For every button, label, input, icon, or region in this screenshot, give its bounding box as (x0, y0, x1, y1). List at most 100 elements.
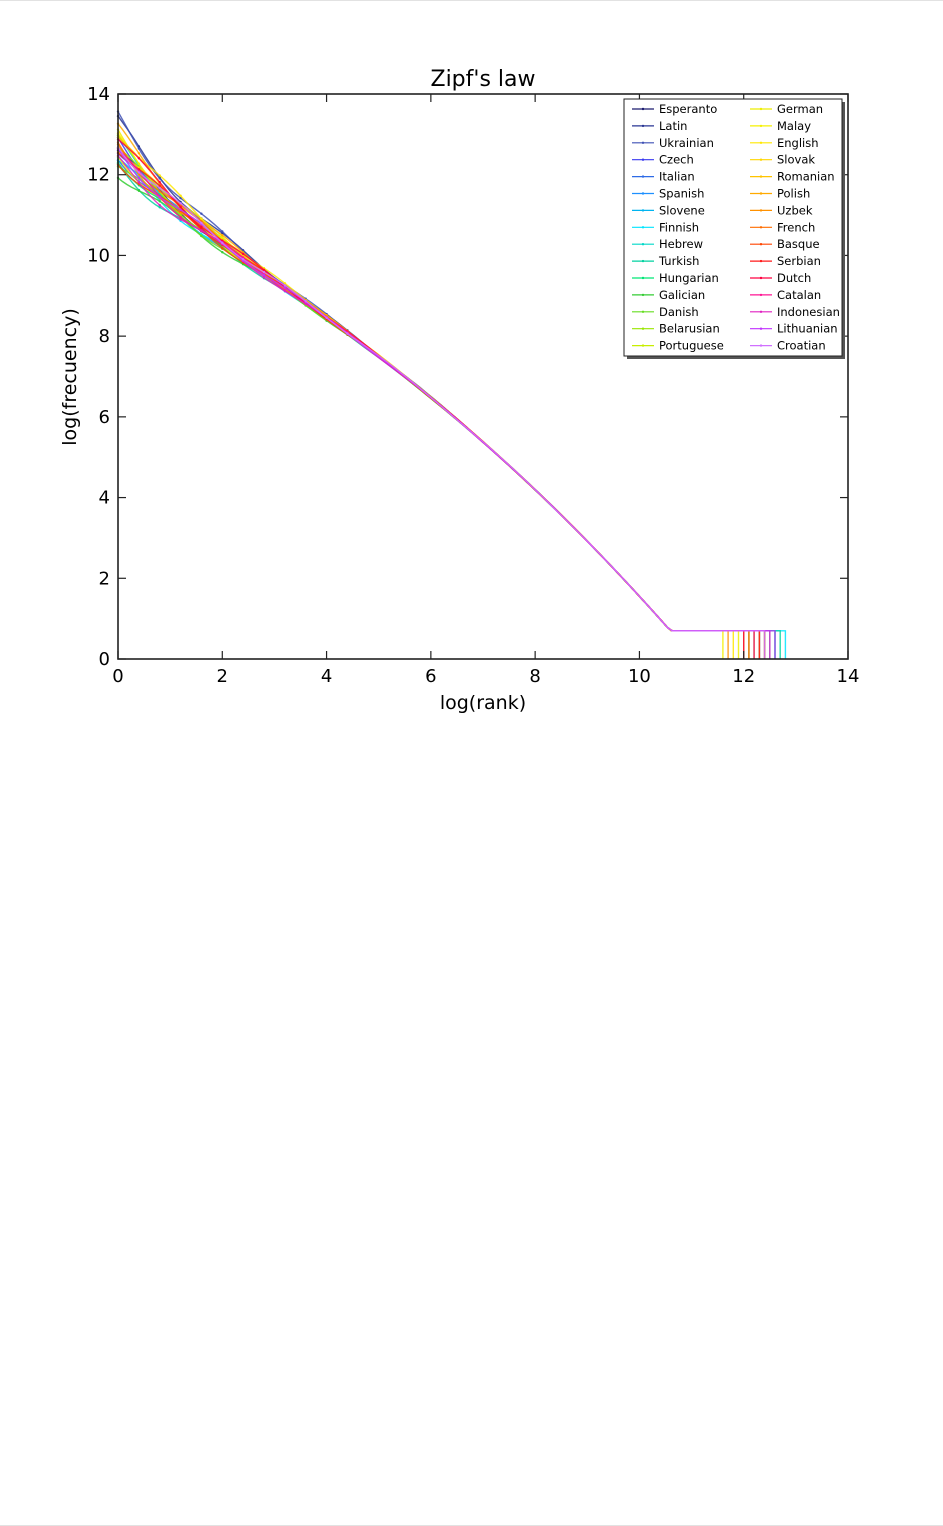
series-marker-belarusian (179, 213, 182, 216)
legend-label: Danish (659, 305, 699, 319)
series-marker-lithuanian (283, 286, 287, 289)
legend-marker (641, 226, 645, 229)
legend-label: English (777, 136, 819, 150)
legend-label: Slovene (659, 203, 705, 217)
x-axis-label: log(rank) (440, 692, 526, 714)
legend-marker (641, 276, 645, 280)
series-line-croatian (117, 146, 766, 659)
legend-marker (641, 293, 645, 297)
chart-title: Zipf's law (431, 67, 536, 92)
legend-marker (641, 141, 645, 144)
series-marker-lithuanian (179, 208, 182, 212)
legend-marker (641, 209, 645, 212)
y-tick-label: 6 (99, 407, 110, 428)
legend-label: Turkish (658, 254, 699, 268)
legend-label: Serbian (777, 254, 821, 268)
series-marker-english (200, 217, 203, 220)
legend-marker (641, 243, 645, 246)
series-marker-dutch (241, 252, 245, 256)
series-marker-galician (221, 251, 224, 254)
legend-label: Czech (659, 153, 694, 167)
series-marker-dutch (158, 180, 161, 184)
legend-marker (641, 327, 645, 330)
x-tick-label: 4 (321, 666, 332, 687)
x-tick-label: 0 (112, 666, 123, 687)
series-marker-ukrainian (179, 196, 182, 200)
series-marker-indonesian (158, 203, 161, 207)
legend-label: Belarusian (659, 322, 720, 336)
series-marker-ukrainian (137, 147, 141, 150)
legend-marker (759, 259, 763, 263)
legend-label: Esperanto (659, 102, 717, 116)
legend-label: Polish (777, 187, 810, 201)
legend-label: Croatian (777, 339, 826, 353)
series-marker-indonesian (283, 289, 287, 293)
legend-label: Uzbek (777, 203, 813, 217)
legend-marker (641, 310, 645, 313)
legend-marker (759, 192, 763, 195)
legend-label: Italian (659, 170, 695, 184)
series-marker-galician (158, 200, 161, 203)
series-marker-lithuanian (262, 274, 266, 277)
series-marker-catalan (179, 216, 182, 219)
legend-marker (759, 175, 763, 178)
legend-marker (759, 310, 763, 313)
series-marker-lithuanian (158, 196, 161, 199)
series-marker-polish (137, 152, 141, 155)
legend-label: Ukrainian (659, 136, 714, 150)
series-marker-turkish (158, 206, 161, 209)
series-marker-french (158, 190, 161, 193)
legend-marker (759, 344, 763, 347)
legend-marker (759, 158, 763, 161)
legend-label: Latin (659, 119, 687, 133)
series-marker-croatian (346, 332, 349, 335)
ticks-layer: 0 2 4 6 8 10 12 14 0 2 4 6 8 10 12 14 (87, 84, 859, 687)
legend-marker (641, 344, 645, 347)
series-marker-serbian (158, 184, 161, 187)
series-marker-german (137, 162, 141, 165)
x-tick-label: 12 (732, 666, 755, 687)
series-marker-croatian (221, 241, 224, 245)
series-marker-indonesian (179, 218, 182, 221)
legend-label: Hungarian (659, 271, 719, 285)
legend-label: Romanian (777, 170, 835, 184)
legend-label: Malay (777, 119, 811, 133)
y-tick-label: 14 (87, 84, 110, 105)
series-marker-indonesian (262, 276, 266, 279)
series-marker-croatian (283, 284, 287, 287)
series-layer (116, 110, 787, 659)
x-tick-label: 14 (837, 666, 860, 687)
legend-marker (641, 175, 645, 178)
legend-marker (641, 107, 645, 111)
series-marker-croatian (262, 270, 266, 274)
series-marker-english (179, 194, 182, 197)
series-marker-croatian (325, 316, 328, 319)
series-marker-ukrainian (221, 230, 224, 233)
series-marker-lithuanian (137, 176, 141, 180)
legend-marker (759, 209, 763, 212)
x-tick-label: 6 (425, 666, 436, 687)
x-tick-label: 10 (628, 666, 651, 687)
series-marker-basque (221, 247, 224, 250)
legend-marker (759, 141, 763, 144)
legend-marker (759, 243, 763, 246)
series-marker-croatian (304, 300, 307, 303)
series-marker-croatian (179, 202, 182, 205)
y-axis-label: log(frecuency) (59, 308, 81, 445)
series-marker-ukrainian (200, 212, 203, 215)
legend-marker (759, 124, 763, 128)
legend-marker (641, 192, 645, 195)
legend-marker (641, 259, 645, 263)
legend: Esperanto Latin Ukrainian Czech Italian Spani… (623, 98, 845, 359)
y-tick-label: 4 (99, 488, 110, 509)
legend-label: Dutch (777, 271, 811, 285)
series-marker-dutch (179, 206, 182, 209)
legend-label: Hebrew (659, 237, 703, 251)
legend-marker (759, 107, 763, 111)
legend-label: Slovak (777, 153, 815, 167)
y-tick-label: 10 (87, 245, 110, 266)
legend-label: Indonesian (777, 305, 840, 319)
series-marker-polish (221, 234, 224, 237)
y-tick-label: 0 (99, 649, 110, 670)
